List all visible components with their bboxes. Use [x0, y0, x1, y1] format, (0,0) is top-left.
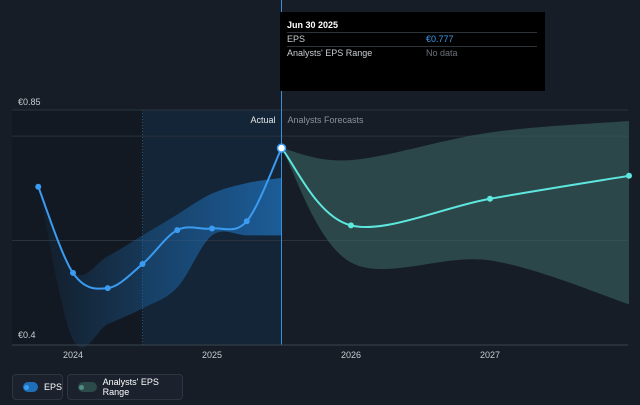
legend-eps[interactable]: EPS	[12, 374, 63, 400]
tooltip-range-value: No data	[426, 48, 458, 58]
legend-eps-label: EPS	[43, 382, 62, 392]
legend-range-label: Analysts' EPS Range	[102, 377, 159, 397]
y-tick-label-bottom: €0.4	[18, 330, 36, 340]
eps-point	[70, 269, 76, 276]
section-label-forecast: Analysts Forecasts	[288, 115, 365, 125]
forecast-point	[348, 222, 354, 229]
eps-point	[209, 225, 215, 232]
tooltip-row-range: Analysts' EPS Range No data	[287, 46, 537, 60]
range-legend-icon	[78, 382, 97, 392]
x-tick-label: 2025	[202, 350, 222, 360]
eps-legend-icon	[23, 382, 38, 392]
eps-point	[139, 261, 146, 268]
tooltip-date: Jun 30 2025	[287, 20, 339, 30]
forecast-point	[626, 172, 632, 179]
tooltip-eps-label: EPS	[287, 34, 306, 44]
forecast-line	[280, 147, 630, 229]
tooltip: Jun 30 2025 EPS €0.777 Analysts' EPS Ran…	[280, 12, 545, 91]
eps-point	[243, 218, 250, 225]
legend-range[interactable]: Analysts' EPS Range	[67, 374, 183, 400]
tooltip-eps-value: €0.777	[426, 34, 454, 44]
forecast-range-band	[281, 120, 629, 305]
x-tick-label: 2027	[480, 350, 500, 360]
section-label-actual: Actual	[250, 115, 275, 125]
actual-range-band	[38, 177, 282, 348]
eps-point	[104, 285, 111, 292]
tooltip-row-eps: EPS €0.777	[287, 32, 537, 46]
eps-highlight-point	[276, 143, 287, 153]
eps-point	[35, 183, 42, 190]
tooltip-range-label: Analysts' EPS Range	[287, 48, 373, 58]
y-tick-label-top: €0.85	[18, 97, 41, 107]
forecast-point	[487, 195, 493, 202]
x-tick-label: 2024	[63, 350, 83, 360]
eps-point	[174, 227, 181, 234]
x-tick-label: 2026	[341, 350, 361, 360]
